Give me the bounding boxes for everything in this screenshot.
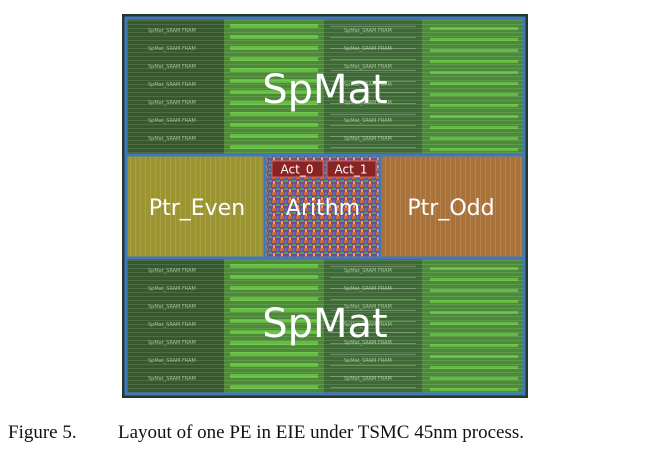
caption-text: Layout of one PE in EIE under TSMC 45nm … (118, 422, 524, 443)
block-label: SpMat (262, 301, 388, 347)
chip-layout: SpMat_SRAM FRAMSpMat_SRAM FRAMSpMat_SRAM… (122, 14, 528, 398)
texture (126, 18, 524, 155)
texture (126, 155, 265, 258)
block-label: Arithm (286, 196, 360, 221)
act-label: Act_0 (281, 163, 314, 177)
texture (380, 155, 524, 258)
act-label: Act_1 (335, 163, 368, 177)
act-box (326, 160, 377, 178)
caption-label: Figure 5. (8, 422, 77, 443)
block-label: Ptr_Even (149, 196, 245, 221)
texture (126, 258, 524, 394)
act-box (271, 160, 324, 178)
block-label: Ptr_Odd (407, 196, 494, 221)
block-border (124, 16, 526, 396)
block-label: SpMat (262, 67, 388, 113)
